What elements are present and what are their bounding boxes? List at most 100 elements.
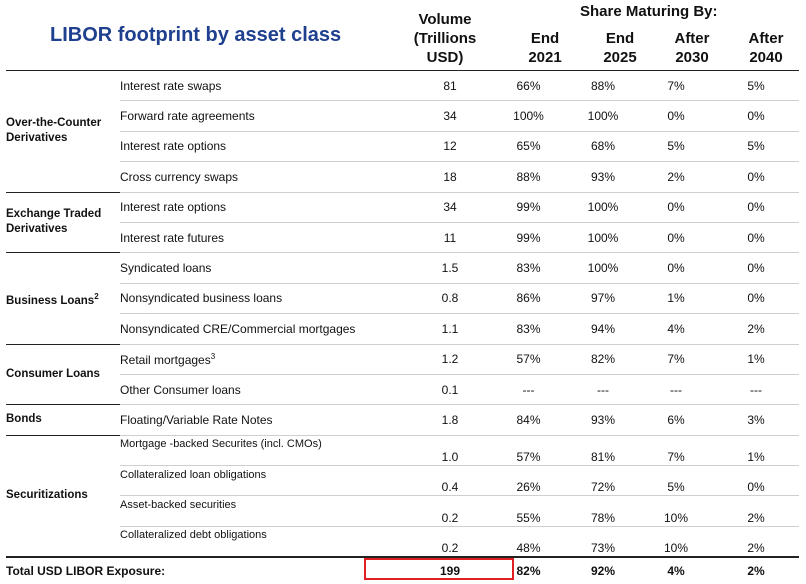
page-title: LIBOR footprint by asset class xyxy=(50,24,342,46)
category-label-line: Business Loans2 xyxy=(6,289,120,309)
table-row: Securitizations Mortgage -backed Securite… xyxy=(6,434,799,557)
table-row: Nonsyndicated business loans 0.8 86% 97% 1% 0… xyxy=(6,283,799,315)
category-label: Over-the-Counter Derivatives xyxy=(6,70,120,193)
after-2040-cell: 5% xyxy=(713,69,799,102)
category-text: Derivatives xyxy=(6,223,68,236)
row-label-text: Interest rate swaps xyxy=(120,78,222,93)
table-row: Other Consumer loans 0.1 --- --- --- --- xyxy=(6,374,799,406)
end-2021-cell: 84% xyxy=(490,404,567,436)
end-2025-cell: 88% xyxy=(567,69,639,102)
row-label: Interest rate swaps xyxy=(120,69,410,102)
row-label: Interest rate options xyxy=(120,131,410,163)
row-label: Retail mortgages3 xyxy=(120,343,410,375)
end-2025-cell: 93% xyxy=(567,404,639,436)
after-2040-cell: 2% xyxy=(713,495,799,527)
row-label-text: Collateralized debt obligations xyxy=(120,529,267,542)
end-2025-cell: 100% xyxy=(567,191,639,223)
row-label-text: Asset-backed securities xyxy=(120,499,237,512)
category-label-line: Derivatives xyxy=(6,222,120,237)
end-2021-cell: --- xyxy=(490,374,567,406)
end-2021-cell: 83% xyxy=(490,313,567,345)
end2025-header-line2: 2025 xyxy=(603,49,637,66)
row-label-text: Other Consumer loans xyxy=(120,382,241,397)
table-row: Interest rate options 12 65% 68% 5% 5% xyxy=(6,131,799,163)
volume-cell: 1.0 xyxy=(410,434,490,467)
row-label-text: Floating/Variable Rate Notes xyxy=(120,412,273,427)
after-2030-cell: 10% xyxy=(639,526,713,558)
volume-cell: 1.8 xyxy=(410,404,490,436)
total-after-2040-cell: 2% xyxy=(713,555,799,584)
volume-cell: 0.1 xyxy=(410,374,490,406)
table-row: Collateralized loan obligations 0.4 26% 72%… xyxy=(6,465,799,497)
end-2021-cell: 57% xyxy=(490,434,567,467)
row-label-text: Interest rate options xyxy=(120,200,227,215)
row-label: Interest rate futures xyxy=(120,222,410,254)
table-row: Over-the-Counter Derivatives Interest rate… xyxy=(6,69,799,193)
row-label-text: Mortgage -backed Securites (incl. CMOs) xyxy=(120,438,322,451)
end2025-header: End 2025 xyxy=(595,29,645,67)
table-row: Business Loans2 Syndicated loans 1.5 83% 100… xyxy=(6,252,799,345)
after2030-header: After 2030 xyxy=(666,29,718,67)
row-label: Interest rate options xyxy=(120,191,410,223)
row-label: Collateralized debt obligations xyxy=(120,526,410,558)
after-2030-cell: 7% xyxy=(639,69,713,102)
table-row: Exchange Traded Derivatives Interest rate … xyxy=(6,191,799,253)
category-label: Business Loans2 xyxy=(6,252,120,345)
volume-header-line1: Volume xyxy=(418,11,472,28)
end-2025-cell: 100% xyxy=(567,100,639,132)
end-2025-cell: 68% xyxy=(567,131,639,163)
volume-cell: 1.5 xyxy=(410,252,490,284)
after-2030-cell: 0% xyxy=(639,100,713,132)
category-text: Exchange Traded xyxy=(6,208,102,221)
end-2021-cell: 48% xyxy=(490,526,567,558)
row-label-text: Retail mortgages xyxy=(120,352,211,367)
after-2030-cell: 5% xyxy=(639,131,713,163)
after-2030-cell: 1% xyxy=(639,283,713,315)
volume-cell: 11 xyxy=(410,222,490,254)
libor-table: Over-the-Counter Derivatives Interest rate… xyxy=(6,69,799,584)
after-2030-cell: 5% xyxy=(639,465,713,497)
end-2021-cell: 99% xyxy=(490,191,567,223)
volume-cell: 34 xyxy=(410,100,490,132)
row-label-text: Syndicated loans xyxy=(120,261,212,276)
after-2040-cell: 0% xyxy=(713,465,799,497)
after-2040-cell: 0% xyxy=(713,100,799,132)
total-after-2030-cell: 4% xyxy=(639,555,713,584)
end-2025-cell: 72% xyxy=(567,465,639,497)
volume-cell: 0.2 xyxy=(410,526,490,558)
end-2025-cell: 97% xyxy=(567,283,639,315)
category-label-line: Bonds xyxy=(6,412,120,427)
after-2030-cell: 0% xyxy=(639,222,713,254)
after-2030-cell: 0% xyxy=(639,191,713,223)
row-label-text: Forward rate agreements xyxy=(120,109,255,124)
table-row: Interest rate futures 11 99% 100% 0% 0% xyxy=(6,222,799,254)
category-text: Over-the-Counter xyxy=(6,117,102,130)
row-label-text: Nonsyndicated business loans xyxy=(120,291,283,306)
end-2025-cell: --- xyxy=(567,374,639,406)
volume-header: Volume (Trillions USD) xyxy=(405,10,485,67)
table-row: Nonsyndicated CRE/Commercial mortgages 1.… xyxy=(6,313,799,345)
end-2021-cell: 99% xyxy=(490,222,567,254)
total-volume-highlight xyxy=(364,558,514,580)
volume-header-line3: USD) xyxy=(426,49,464,66)
after2030-header-line2: 2030 xyxy=(675,49,709,66)
after-2040-cell: 0% xyxy=(713,222,799,254)
volume-cell: 81 xyxy=(410,69,490,102)
table-row: Forward rate agreements 34 100% 100% 0% 0% xyxy=(6,100,799,132)
after-2030-cell: 0% xyxy=(639,252,713,284)
after-2030-cell: 4% xyxy=(639,313,713,345)
end-2021-cell: 57% xyxy=(490,343,567,375)
end-2021-cell: 86% xyxy=(490,283,567,315)
end-2025-cell: 73% xyxy=(567,526,639,558)
after-2040-cell: 0% xyxy=(713,191,799,223)
volume-header-line2: (Trillions xyxy=(413,30,477,47)
volume-cell: 18 xyxy=(410,161,490,193)
volume-cell: 1.2 xyxy=(410,343,490,375)
row-label-text: Nonsyndicated CRE/Commercial mortgages xyxy=(120,321,356,336)
row-label: Asset-backed securities xyxy=(120,495,410,527)
category-label-line: Securitizations xyxy=(6,488,120,503)
end2021-header-line2: 2021 xyxy=(528,49,562,66)
after-2040-cell: --- xyxy=(713,374,799,406)
end2021-header-line1: End xyxy=(530,30,560,47)
after-2040-cell: 0% xyxy=(713,252,799,284)
